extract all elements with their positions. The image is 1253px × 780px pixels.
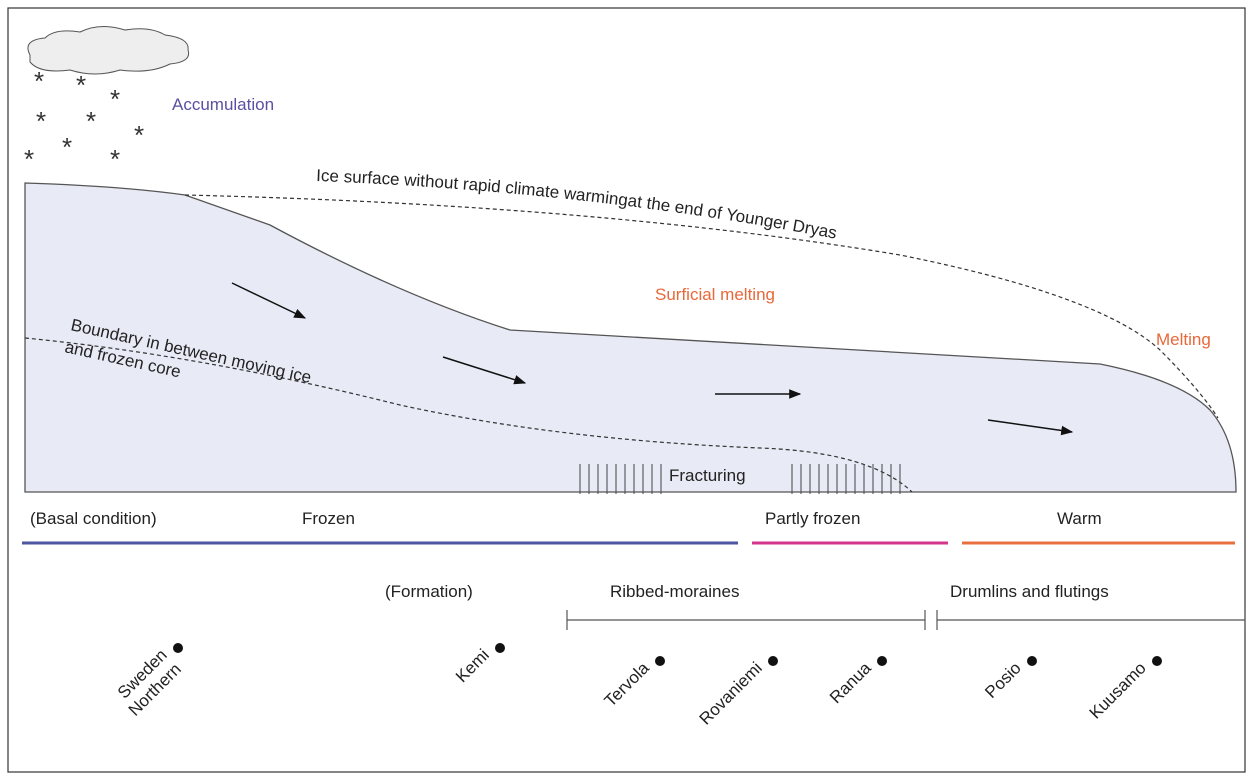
svg-text:*: * [110,144,120,174]
location-dot [1027,656,1037,666]
location-label: Rovaniemi [696,658,766,728]
snowflakes: *** *** *** [24,66,144,174]
svg-text:*: * [36,106,46,136]
location-dot [495,643,505,653]
svg-text:*: * [86,106,96,136]
ice-surface-text: Ice surface without rapid climate warmin… [316,166,839,243]
cloud [28,26,189,74]
ice-surface-label: Ice surface without rapid climate warmin… [316,166,839,243]
ice-sheet [25,183,1236,492]
location-dot [655,656,665,666]
location-dot [768,656,778,666]
formation-title: (Formation) [385,582,473,601]
location-dot [877,656,887,666]
formation-zone: Drumlins and flutings [950,582,1109,601]
svg-text:*: * [34,66,44,96]
location-label: Tervola [601,658,654,711]
basal-zone: Partly frozen [765,509,860,528]
diagram: *** *** *** Accumulation Ice surface wit… [0,0,1253,780]
location-label: Ranua [826,658,875,707]
basal-title: (Basal condition) [30,509,157,528]
svg-text:*: * [62,132,72,162]
svg-text:*: * [110,84,120,114]
melting-label: Melting [1156,330,1211,349]
location-label: Kuusamo [1086,658,1150,722]
formation-brackets [567,610,1245,630]
location-label: Kemi [452,645,493,686]
basal-zone: Frozen [302,509,355,528]
svg-text:*: * [76,70,86,100]
location-dot [1152,656,1162,666]
svg-text:*: * [134,120,144,150]
svg-text:*: * [24,144,34,174]
fracturing-label: Fracturing [669,466,746,485]
formation-zone: Ribbed-moraines [610,582,739,601]
basal-zone: Warm [1057,509,1102,528]
location-dot [173,643,183,653]
location-label: Posio [981,658,1025,702]
accumulation-label: Accumulation [172,95,274,114]
surficial-melting-label: Surficial melting [655,285,775,304]
